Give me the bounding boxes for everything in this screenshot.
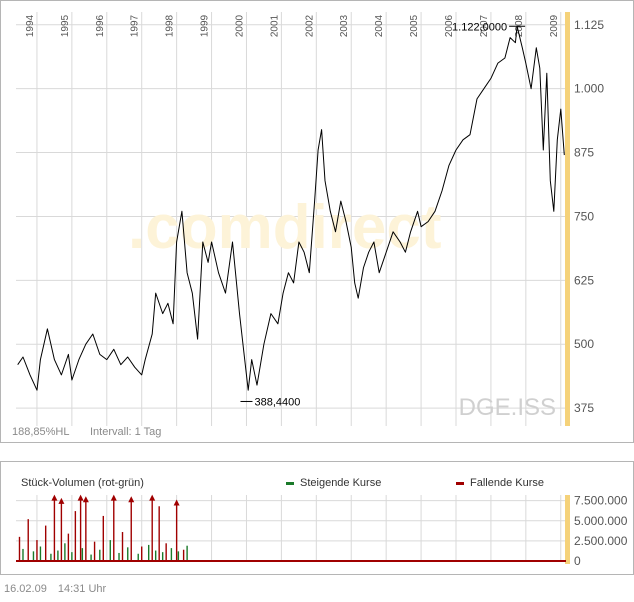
x-tick-label: 2009 [549, 14, 560, 37]
price-grid [16, 12, 566, 426]
legend-up-swatch [286, 482, 294, 485]
low-label: 388,4400 [254, 396, 300, 408]
current-period-highlight [565, 12, 570, 426]
x-tick-label: 1995 [60, 14, 71, 37]
volume-bars [18, 494, 188, 561]
y-tick-labels: 375 500 625 750 875 1.000 1.125 [574, 18, 604, 415]
volume-overflow-marker [149, 494, 156, 501]
x-tick-label: 1996 [95, 14, 106, 37]
y-tick-label: 750 [574, 209, 594, 223]
y-tick-label: 875 [574, 146, 594, 160]
x-tick-label: 2000 [234, 14, 245, 37]
volume-panel-frame [0, 461, 634, 575]
comdirect-watermark: .comdirect [128, 193, 442, 262]
x-tick-label: 2007 [479, 14, 490, 37]
x-tick-label: 2002 [304, 14, 315, 37]
volume-overflow-marker [51, 494, 58, 501]
volume-overflow-marker [77, 494, 84, 501]
volume-title: Stück-Volumen (rot-grün) [21, 477, 144, 489]
percent-info: 188,85%HL [12, 426, 70, 438]
volume-overflow-marker [82, 496, 89, 503]
volume-y-tick-labels: 0 2.500.000 5.000.000 7.500.000 [574, 494, 628, 568]
volume-overflow-marker [173, 499, 180, 506]
volume-overflow-marker [58, 497, 65, 504]
footer: 16.02.09 14:31 Uhr [4, 583, 114, 595]
volume-overflow-marker [128, 496, 135, 503]
x-tick-labels: 1994 1995 1996 1997 1998 1999 2000 2001 2002 2003… [25, 14, 560, 37]
x-tick-label: 1998 [165, 14, 176, 37]
footer-date: 16.02.09 [4, 583, 47, 595]
high-label: 1.122,0000 [452, 21, 507, 33]
y-tick-label: 375 [574, 401, 594, 415]
price-line [17, 25, 565, 391]
legend-down-swatch [456, 482, 464, 485]
legend-down-label: Fallende Kurse [470, 477, 544, 489]
volume-y-tick-label: 0 [574, 554, 581, 568]
x-tick-label: 2001 [269, 14, 280, 37]
legend-up-label: Steigende Kurse [300, 477, 381, 489]
y-tick-label: 1.000 [574, 82, 604, 96]
footer-time: 14:31 Uhr [57, 583, 107, 595]
x-tick-label: 1997 [130, 14, 141, 37]
extreme-annotations: 1.122,0000 388,4400 [240, 21, 526, 408]
volume-y-tick-label: 2.500.000 [574, 534, 628, 548]
x-tick-label: 2005 [409, 14, 420, 37]
interval-info: Intervall: 1 Tag [90, 426, 161, 438]
x-tick-label: 2006 [444, 14, 455, 37]
x-tick-label: 2004 [374, 14, 385, 37]
x-tick-label: 1999 [200, 14, 211, 37]
y-tick-label: 625 [574, 273, 594, 287]
volume-overflow-marker [110, 494, 117, 501]
y-tick-label: 1.125 [574, 18, 604, 32]
x-tick-label: 2003 [339, 14, 350, 37]
x-tick-label: 2008 [514, 14, 525, 37]
x-tick-label: 1994 [25, 14, 36, 37]
y-tick-label: 500 [574, 337, 594, 351]
volume-y-tick-label: 7.500.000 [574, 494, 628, 508]
ticker-watermark: DGE.ISS [459, 394, 556, 421]
volume-y-tick-label: 5.000.000 [574, 514, 628, 528]
volume-highlight [565, 495, 570, 564]
